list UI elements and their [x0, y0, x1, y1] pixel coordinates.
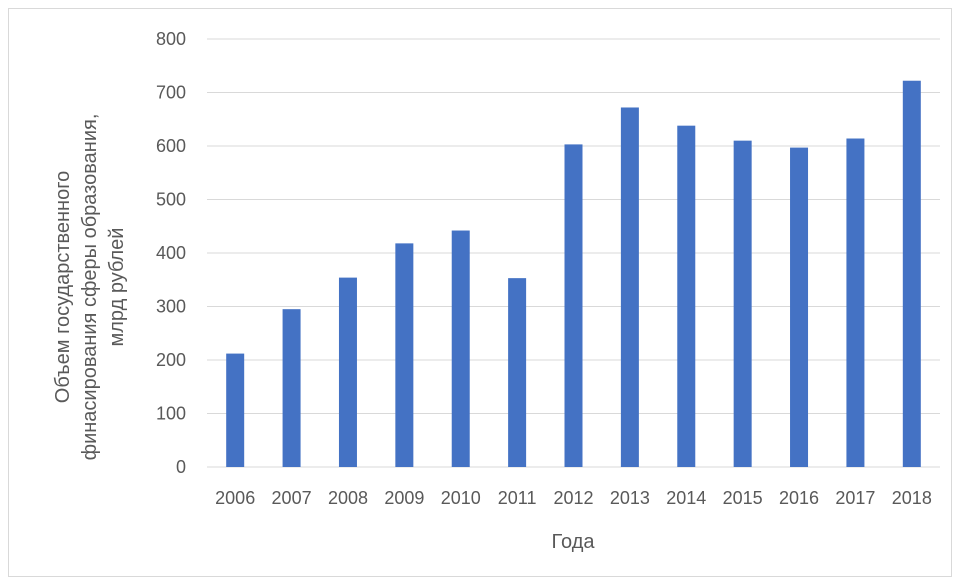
- bar-2007: [282, 309, 301, 467]
- bar-2018: [902, 80, 921, 467]
- x-tick-label: 2008: [328, 488, 368, 508]
- x-tick-label: 2016: [779, 488, 819, 508]
- y-tick-label: 200: [156, 350, 186, 370]
- bar-2017: [846, 138, 865, 467]
- x-axis-title: Года: [552, 531, 596, 553]
- y-axis-title: Объем государственного финасирования сфе…: [52, 114, 128, 461]
- x-tick-label: 2009: [384, 488, 424, 508]
- bar-2009: [395, 243, 414, 467]
- y-axis-title-line-3: млрд рублей: [106, 228, 128, 347]
- y-axis-title-line-2: финасирования сферы образования,: [79, 114, 101, 461]
- bar-2014: [677, 125, 696, 468]
- y-tick-label: 400: [156, 243, 186, 263]
- bar-2011: [508, 278, 527, 467]
- bar-2008: [338, 277, 357, 467]
- y-tick-label: 700: [156, 83, 186, 103]
- x-tick-label: 2018: [892, 488, 932, 508]
- x-tick-label: 2014: [666, 488, 706, 508]
- x-tick-label: 2013: [610, 488, 650, 508]
- bar-2015: [733, 140, 752, 467]
- y-tick-label: 800: [156, 29, 186, 49]
- x-tick-label: 2015: [723, 488, 763, 508]
- bar-2013: [620, 107, 639, 467]
- y-tick-label: 100: [156, 404, 186, 424]
- x-tick-label: 2010: [441, 488, 481, 508]
- x-tick-label: 2011: [498, 488, 537, 508]
- y-tick-label: 0: [176, 457, 186, 477]
- bar-2016: [790, 147, 809, 468]
- y-axis-title-line-1: Объем государственного: [52, 171, 74, 403]
- bars: [226, 80, 921, 468]
- bar-2006: [226, 353, 245, 467]
- x-tick-label: 2006: [215, 488, 255, 508]
- y-tick-label: 500: [156, 190, 186, 210]
- y-axis-ticks: 0 100 200 300 400 500 600 700 800: [156, 29, 186, 477]
- x-tick-label: 2007: [272, 488, 312, 508]
- bar-2012: [564, 144, 583, 467]
- x-tick-label: 2012: [553, 488, 593, 508]
- x-tick-label: 2017: [835, 488, 875, 508]
- y-tick-label: 600: [156, 136, 186, 156]
- bar-2010: [451, 230, 470, 467]
- x-axis-ticks: 2006 2007 2008 2009 2010 2011 2012 2013 2014 2015…: [215, 488, 932, 508]
- y-tick-label: 300: [156, 297, 186, 317]
